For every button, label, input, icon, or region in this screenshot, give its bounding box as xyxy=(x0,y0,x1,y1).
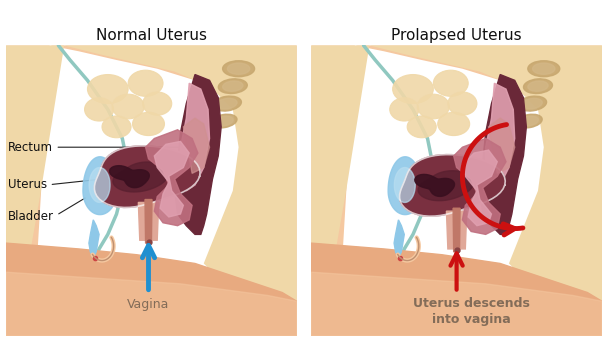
Ellipse shape xyxy=(223,81,243,91)
Polygon shape xyxy=(311,243,602,336)
Polygon shape xyxy=(145,130,198,226)
Polygon shape xyxy=(395,167,415,202)
Polygon shape xyxy=(6,243,297,336)
Text: Uterus: Uterus xyxy=(7,176,125,192)
Text: Vagina: Vagina xyxy=(127,298,170,311)
Ellipse shape xyxy=(518,96,547,111)
Polygon shape xyxy=(145,199,152,243)
Polygon shape xyxy=(486,83,515,191)
Polygon shape xyxy=(6,272,297,336)
Ellipse shape xyxy=(218,79,247,94)
Polygon shape xyxy=(489,118,515,174)
Ellipse shape xyxy=(417,94,449,119)
Ellipse shape xyxy=(533,63,555,74)
Ellipse shape xyxy=(133,112,165,136)
Ellipse shape xyxy=(217,98,237,109)
Ellipse shape xyxy=(85,98,114,121)
Polygon shape xyxy=(113,162,168,192)
Polygon shape xyxy=(139,202,159,240)
Polygon shape xyxy=(89,220,99,258)
Ellipse shape xyxy=(143,92,171,115)
Ellipse shape xyxy=(390,98,419,121)
Polygon shape xyxy=(453,208,460,252)
Ellipse shape xyxy=(213,96,241,111)
Polygon shape xyxy=(311,45,602,336)
Text: Bladder: Bladder xyxy=(7,198,85,224)
Ellipse shape xyxy=(528,81,548,91)
Polygon shape xyxy=(463,150,497,226)
Polygon shape xyxy=(418,171,474,201)
Ellipse shape xyxy=(112,94,144,119)
Polygon shape xyxy=(6,45,297,336)
Polygon shape xyxy=(89,167,110,202)
Ellipse shape xyxy=(227,63,250,74)
Polygon shape xyxy=(154,141,189,217)
Polygon shape xyxy=(394,220,404,258)
Ellipse shape xyxy=(520,116,538,126)
Ellipse shape xyxy=(522,98,542,109)
Polygon shape xyxy=(6,45,297,336)
Ellipse shape xyxy=(438,112,469,136)
Polygon shape xyxy=(83,157,117,215)
Polygon shape xyxy=(94,146,200,207)
Polygon shape xyxy=(446,211,467,249)
Text: Uterus descends
into vagina: Uterus descends into vagina xyxy=(413,297,530,326)
Ellipse shape xyxy=(523,79,553,94)
Polygon shape xyxy=(399,154,505,216)
Ellipse shape xyxy=(88,75,128,104)
Ellipse shape xyxy=(102,116,131,138)
Polygon shape xyxy=(415,174,455,197)
Polygon shape xyxy=(174,75,221,234)
Polygon shape xyxy=(311,272,602,336)
Polygon shape xyxy=(480,75,527,234)
Polygon shape xyxy=(388,157,422,215)
Polygon shape xyxy=(109,166,150,188)
Ellipse shape xyxy=(393,75,434,104)
Ellipse shape xyxy=(516,114,542,128)
Ellipse shape xyxy=(407,116,437,138)
Title: Normal Uterus: Normal Uterus xyxy=(96,28,207,43)
Ellipse shape xyxy=(223,61,255,77)
Ellipse shape xyxy=(128,70,163,96)
Ellipse shape xyxy=(448,92,477,115)
Ellipse shape xyxy=(215,116,233,126)
Title: Prolapsed Uterus: Prolapsed Uterus xyxy=(392,28,522,43)
Ellipse shape xyxy=(528,61,560,77)
Polygon shape xyxy=(454,139,506,234)
Text: Rectum: Rectum xyxy=(7,141,184,154)
Polygon shape xyxy=(311,45,602,336)
Ellipse shape xyxy=(434,70,468,96)
Polygon shape xyxy=(181,83,210,191)
Ellipse shape xyxy=(211,114,237,128)
Polygon shape xyxy=(184,118,210,174)
